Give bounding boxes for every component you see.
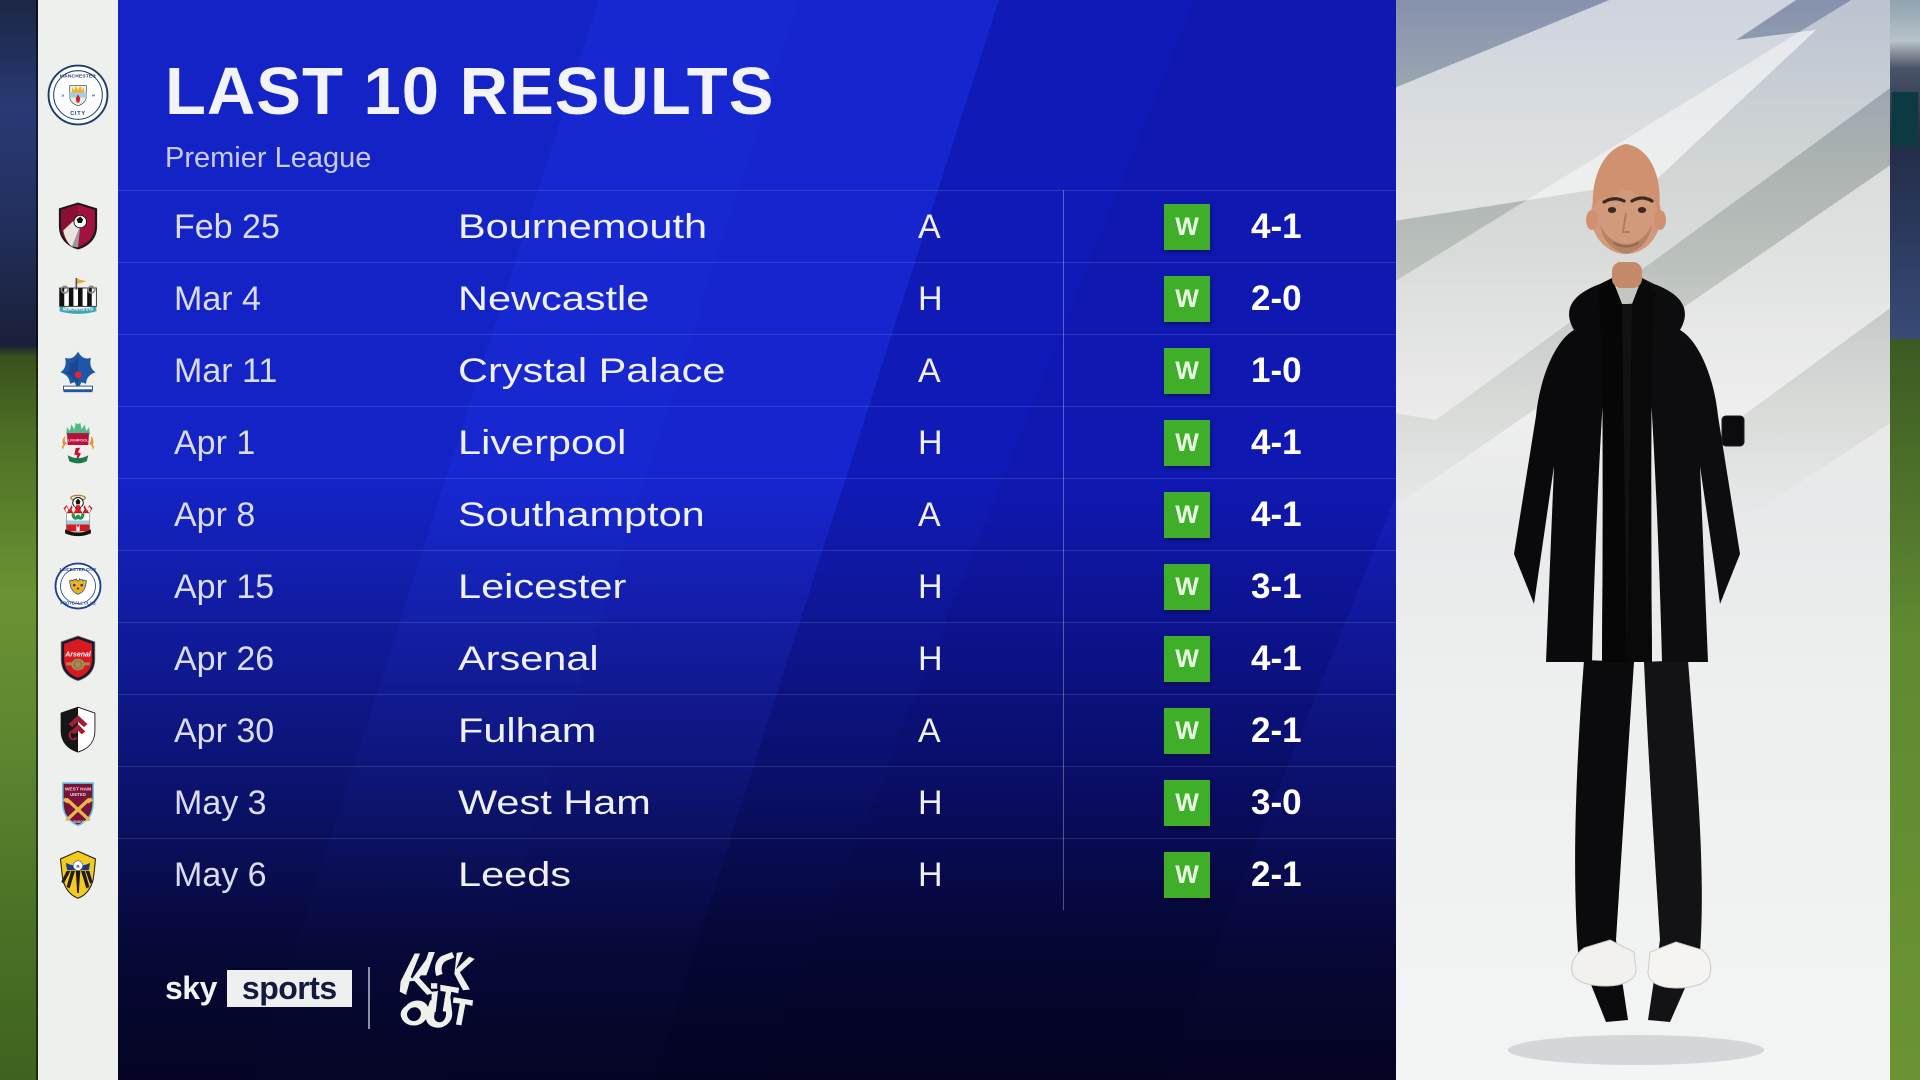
svg-text:Arsenal: Arsenal [64,652,92,659]
svg-text:LIVERPOOL: LIVERPOOL [68,438,89,442]
svg-text:MANCHESTER: MANCHESTER [60,73,97,79]
svg-text:CITY: CITY [70,111,86,117]
svg-text:94: 94 [92,93,96,97]
svg-text:NEWCASTLE UTD: NEWCASTLE UTD [63,308,94,312]
svg-text:LEICESTER CITY: LEICESTER CITY [60,567,97,572]
svg-text:UNITED: UNITED [70,792,86,797]
svg-text:19: 19 [61,93,65,97]
svg-text:FOOTBALL CLUB: FOOTBALL CLUB [60,600,95,605]
svg-text:LONDON: LONDON [70,820,86,824]
